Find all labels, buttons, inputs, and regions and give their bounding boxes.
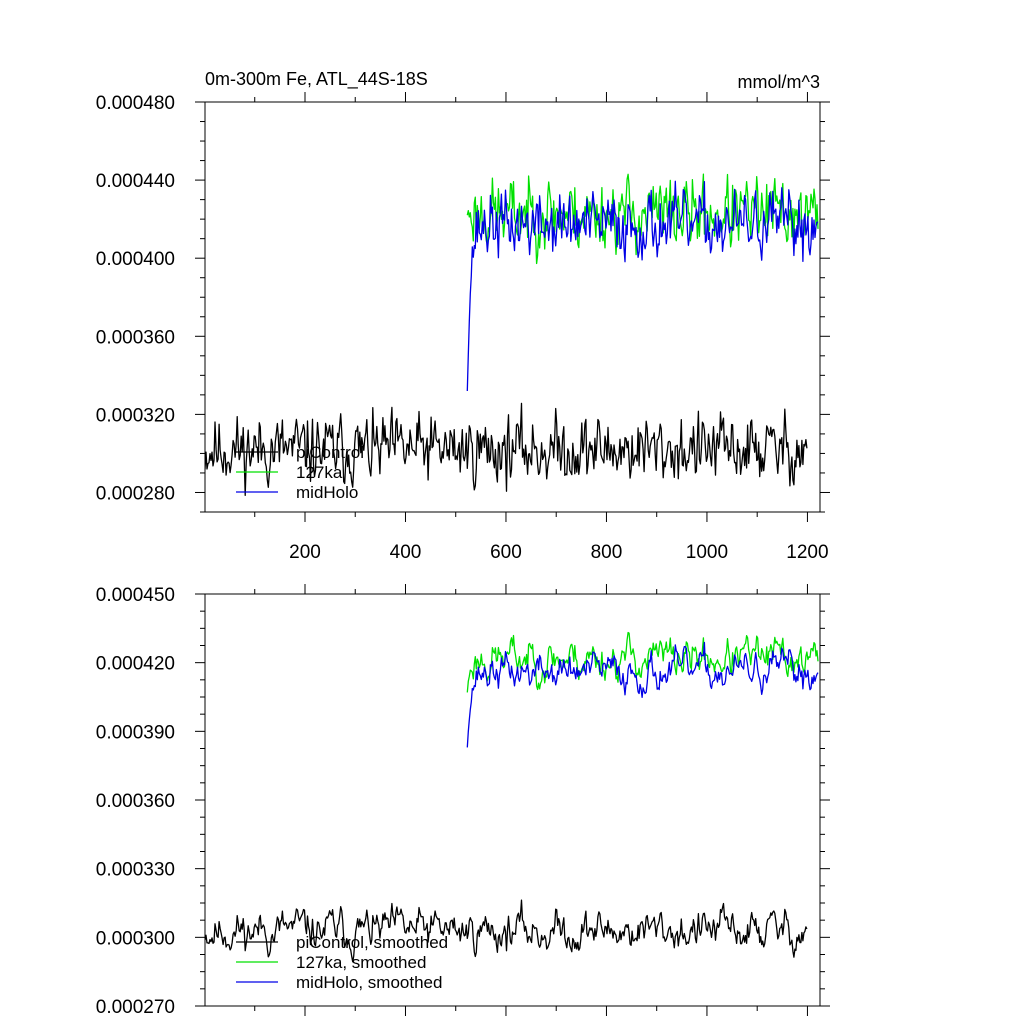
x-tick-label: 400: [390, 542, 422, 563]
y-tick-label: 0.000360: [96, 791, 175, 812]
legend-label: midHolo, smoothed: [296, 973, 442, 992]
y-tick-label: 0.000480: [96, 93, 175, 114]
bottom-panel: 0.000270 0.000300 0.000330 0.000360 0.000390…: [96, 584, 830, 1018]
x-tick-label: 800: [591, 542, 623, 563]
legend-label: piControl: [296, 443, 364, 462]
series-line-1: [466, 631, 819, 693]
series-line-0: [205, 402, 808, 497]
legend-label: midHolo: [296, 483, 358, 502]
top-panel: 200 400 600 800 1000 1200 0.000280 0.000320 0.00…: [96, 69, 830, 563]
series-line-2: [466, 180, 819, 392]
y-tick-label: 0.000400: [96, 249, 175, 270]
x-tick-label: 1000: [686, 542, 728, 563]
legend-label: piControl, smoothed: [296, 933, 448, 952]
plot-frame: [204, 101, 821, 513]
series-line-0: [205, 899, 808, 963]
y-tick-label: 0.000420: [96, 654, 175, 675]
x-tick-label: 1200: [786, 542, 828, 563]
y-tick-label: 0.000330: [96, 860, 175, 881]
y-tick-label: 0.000360: [96, 327, 175, 348]
legend-label: 127ka: [296, 463, 343, 482]
y-tick-label: 0.000270: [96, 997, 175, 1018]
x-tick-label: 600: [490, 542, 522, 563]
y-tick-label: 0.000300: [96, 928, 175, 949]
legend-label: 127ka, smoothed: [296, 953, 426, 972]
y-tick-label: 0.000280: [96, 483, 175, 504]
units-label: mmol/m^3: [738, 72, 820, 92]
y-tick-label: 0.000390: [96, 722, 175, 743]
x-tick-label: 200: [289, 542, 321, 563]
y-tick-label: 0.000320: [96, 405, 175, 426]
y-tick-label: 0.000450: [96, 585, 175, 606]
y-tick-label: 0.000440: [96, 171, 175, 192]
series-line-2: [466, 641, 819, 748]
chart-title: 0m-300m Fe, ATL_44S-18S: [205, 69, 428, 90]
